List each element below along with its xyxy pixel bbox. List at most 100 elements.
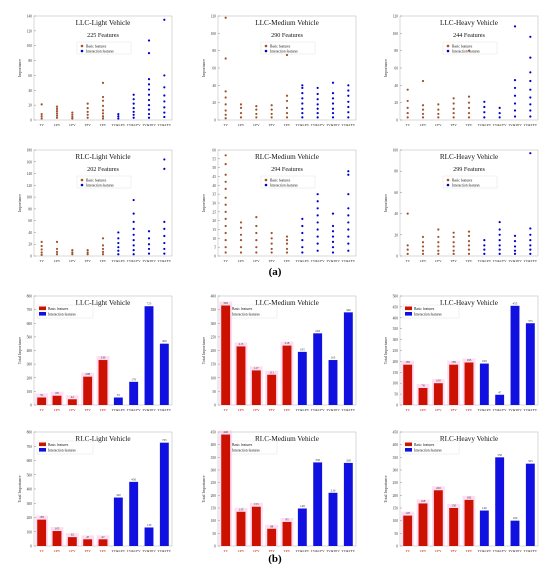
chart-b-0-2-ytick-label: 100	[393, 382, 399, 386]
chart-a-1-2-point	[406, 248, 409, 251]
chart-a-1-1-point	[301, 239, 304, 242]
chart-a-1-0-point	[132, 233, 135, 236]
chart-b-1-0-bar	[159, 442, 169, 546]
chart-b-1-2-legend-label: Interaction features	[414, 449, 442, 453]
chart-a-0-2-point	[513, 86, 517, 90]
chart-a-1-1-point	[316, 249, 319, 252]
chart-a-1-0-point	[55, 240, 59, 243]
chart-a-0-1-point	[347, 89, 350, 92]
chart-b-0-1-bar-value: 215	[239, 342, 244, 346]
chart-a-1-2-xtick-label: TFV	[450, 259, 457, 263]
chart-a-1-0-point	[132, 198, 135, 202]
chart-b-1-0-xtick-label: TV&CPV	[111, 549, 125, 553]
chart-a-0-2-point	[421, 79, 425, 83]
chart-a-1-1-point	[270, 251, 273, 254]
chart-b-0-2-legend-swatch	[405, 312, 412, 316]
chart-a-0-1-point	[285, 116, 289, 119]
chart-b-1-0-ytick-label: 600	[27, 459, 33, 463]
chart-b-1-1-legend-box	[220, 440, 278, 455]
chart-a-1-1-point	[347, 170, 350, 173]
chart-a-1-1-point	[301, 217, 304, 220]
chart-a-1-0-legend-label: Basic features	[86, 178, 107, 182]
chart-b-0-0-xtick-label: TV&CPV	[111, 408, 125, 412]
chart-a-0-0-subtitle: 225 Features	[87, 32, 119, 39]
chart-a-1-0-legend-box	[76, 175, 132, 189]
chart-b-0-1-bar-value: 195	[300, 347, 305, 351]
chart-b-0-1-ytick-label: 250	[211, 335, 217, 339]
chart-a-0-1-point	[316, 98, 319, 101]
chart-a-1-0-point	[163, 234, 166, 238]
chart-a-0-2-ytick-label: 60	[394, 67, 398, 71]
chart-a-0-2-point	[529, 115, 532, 118]
chart-a-1-0-point	[71, 249, 74, 252]
chart-a-0-0-point	[147, 108, 151, 111]
chart-a-1-0-xtick-label: TV&CPV	[111, 259, 125, 263]
chart-a-1-1-ytick-label: 25	[212, 210, 216, 214]
chart-b-0-2-bar-value: 195	[467, 358, 472, 362]
chart-a-0-0-point	[132, 98, 135, 101]
chart-a-0-1-point	[301, 111, 304, 115]
chart-a-0-2-point	[406, 99, 409, 103]
chart-a-1-2-point	[529, 248, 532, 251]
chart-a-1-2-point	[437, 235, 440, 239]
chart-a-1-1-point	[224, 239, 227, 242]
chart-a-0-2-point	[437, 112, 440, 116]
chart-b-1-1-xtick-label: TPV	[284, 549, 291, 553]
chart-a-1-2-legend-box	[442, 175, 498, 189]
chart-a-0-0-point	[101, 95, 105, 99]
chart-a-0-1-point	[331, 97, 335, 100]
chart-b-0-1-xtick-label: CPV	[238, 408, 245, 412]
chart-a-0-0-point	[147, 98, 151, 102]
chart-b-0-0-ytick-label: 600	[27, 322, 33, 326]
chart-b-1-1-xtick-label: TFV	[268, 549, 275, 553]
chart-b-1-2-xtick-label: TV	[405, 549, 410, 553]
chart-a-1-1-point	[224, 180, 227, 183]
chart-a-0-1-point	[347, 105, 350, 109]
chart-b-0-2-legend-swatch	[405, 306, 412, 311]
chart-a-1-0-point	[117, 237, 120, 240]
chart-b-0-2-title: LLC-Heavy Vehicle	[440, 299, 498, 307]
chart-a-0-1-xtick-label: TV	[223, 123, 228, 127]
chart-a-1-2-legend-marker	[446, 183, 450, 187]
chart-b-0-2-ytick-label: 50	[394, 393, 398, 397]
chart-b-1-0-bar-value: 47	[86, 535, 90, 539]
chart-b-0-2-bar-value: 47	[498, 390, 502, 394]
chart-a-1-1-point	[347, 173, 350, 176]
chart-b-0-2-bar	[403, 364, 413, 405]
chart-a-1-1-point	[347, 221, 350, 224]
chart-b-1-1-ytick-label: 400	[211, 443, 217, 447]
chart-a-0-2-legend-marker	[446, 49, 450, 53]
chart-a-0-2-point	[529, 56, 532, 59]
chart-a-0-1-xtick-label: TV&CPV	[295, 123, 309, 127]
chart-a-0-0-xtick-label: TV&TPV	[142, 123, 156, 127]
chart-a-1-2-point	[421, 241, 425, 244]
chart-a-1-2-point	[513, 245, 517, 248]
chart-b-0-1-bar	[221, 305, 231, 405]
chart-b-1-0-ytick-label: 400	[27, 488, 33, 492]
chart-a-0-2-xtick-label: TV	[405, 123, 410, 127]
chart-a-0-1-point	[331, 81, 335, 84]
chart-b-0-0-title: LLC-Light Vehicle	[76, 299, 131, 307]
chart-a-1-1-point	[301, 231, 304, 235]
chart-a-0-0-point	[132, 116, 135, 119]
chart-a-0-0-xtick-label: TV	[39, 123, 44, 127]
chart-a-0-1-xtick-label: TV&TPV	[326, 123, 340, 127]
chart-a-0-2-ytick-label: 0	[396, 119, 398, 123]
chart-a-0-1-point	[270, 104, 273, 107]
chart-a-0-0-point	[147, 112, 151, 116]
chart-a-1-2-ytick-label: 60	[394, 191, 398, 195]
chart-a-1-2-point	[483, 248, 486, 251]
chart-b-0-0-legend-box	[36, 304, 94, 319]
chart-b-0-1-xtick-label: TV&TFV	[342, 408, 356, 412]
chart-a-0-0-point	[147, 52, 151, 55]
chart-b-1-1-bar-value: 155	[254, 502, 259, 506]
chart-a-1-1-point	[239, 246, 243, 249]
chart-a-1-2-xtick-label: TV&TFV	[524, 259, 538, 263]
chart-b-1-1-ytick-label: 300	[211, 469, 217, 473]
chart-b-1-0-xtick-label: CPV	[54, 549, 61, 553]
chart-a-1-0-point	[101, 237, 105, 240]
chart-a-0-2-point	[467, 111, 471, 115]
chart-a-1-2-subtitle: 299 Features	[453, 166, 485, 173]
chart-a-0-1-point	[285, 106, 289, 109]
